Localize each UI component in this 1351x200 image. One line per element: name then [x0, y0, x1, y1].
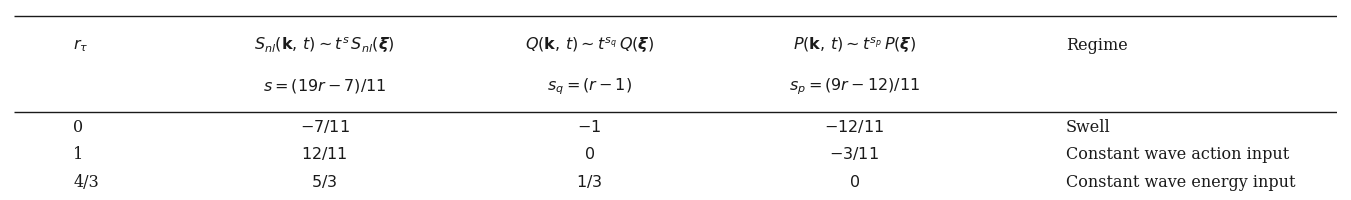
Text: $-7/11$: $-7/11$	[300, 119, 350, 136]
Text: $s = (19r - 7)/11$: $s = (19r - 7)/11$	[263, 77, 386, 95]
Text: Regime: Regime	[1066, 37, 1128, 54]
Text: 0: 0	[73, 119, 84, 136]
Text: $-1$: $-1$	[577, 119, 601, 136]
Text: $Q(\mathbf{k},\,t) \sim t^{s_q}\,Q(\boldsymbol{\xi})$: $Q(\mathbf{k},\,t) \sim t^{s_q}\,Q(\bold…	[524, 35, 654, 55]
Text: $0$: $0$	[848, 174, 859, 191]
Text: Constant wave action input: Constant wave action input	[1066, 146, 1289, 163]
Text: Constant wave energy input: Constant wave energy input	[1066, 174, 1296, 191]
Text: $-3/11$: $-3/11$	[830, 146, 880, 163]
Text: $0$: $0$	[584, 146, 594, 163]
Text: Swell: Swell	[1066, 119, 1111, 136]
Text: 4/3: 4/3	[73, 174, 99, 191]
Text: $P(\mathbf{k},\,t) \sim t^{s_p}\,P(\boldsymbol{\xi})$: $P(\mathbf{k},\,t) \sim t^{s_p}\,P(\bold…	[793, 35, 916, 55]
Text: $S_{nl}(\mathbf{k},\,t) \sim t^{s}\,S_{nl}(\boldsymbol{\xi})$: $S_{nl}(\mathbf{k},\,t) \sim t^{s}\,S_{n…	[254, 35, 394, 55]
Text: $12/11$: $12/11$	[301, 146, 349, 163]
Text: $-12/11$: $-12/11$	[824, 119, 885, 136]
Text: $5/3$: $5/3$	[312, 174, 338, 191]
Text: $s_p = (9r - 12)/11$: $s_p = (9r - 12)/11$	[789, 76, 920, 97]
Text: $s_q = (r - 1)$: $s_q = (r - 1)$	[547, 76, 632, 97]
Text: 1: 1	[73, 146, 84, 163]
Text: $1/3$: $1/3$	[577, 174, 603, 191]
Text: $r_\tau$: $r_\tau$	[73, 37, 88, 54]
